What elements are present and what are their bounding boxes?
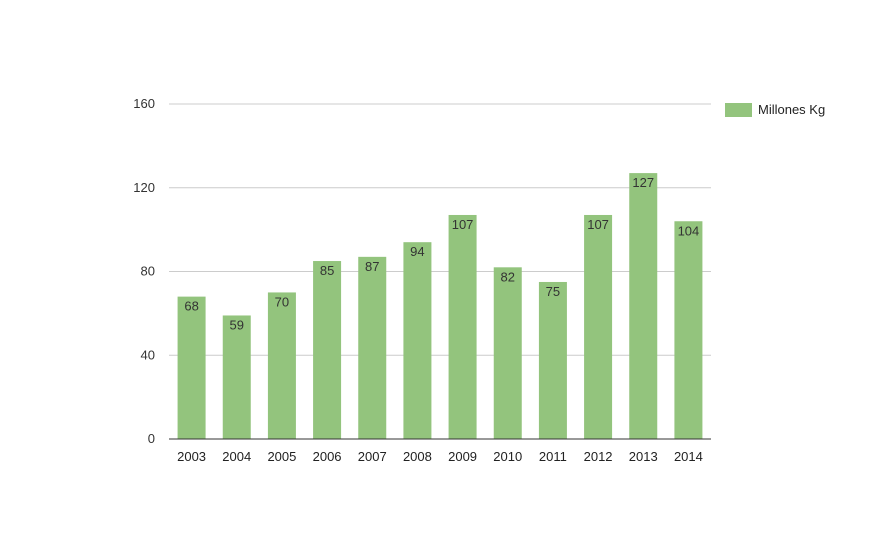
data-label: 70 bbox=[275, 294, 289, 309]
y-tick-label: 0 bbox=[148, 431, 155, 446]
bar bbox=[177, 296, 206, 439]
bar bbox=[222, 315, 251, 439]
bar bbox=[493, 267, 522, 439]
y-tick-label: 80 bbox=[141, 264, 155, 279]
x-tick-label: 2006 bbox=[313, 449, 342, 464]
x-tick-label: 2004 bbox=[222, 449, 251, 464]
data-labels: 68 59 70 85 87 94 107 82 75 107 127 104 bbox=[184, 175, 699, 332]
bar bbox=[629, 173, 658, 439]
x-tick-label: 2011 bbox=[539, 449, 567, 464]
bars bbox=[177, 173, 703, 439]
data-label: 87 bbox=[365, 259, 379, 274]
bar bbox=[313, 261, 342, 439]
data-label: 75 bbox=[546, 284, 560, 299]
bar bbox=[538, 281, 567, 439]
x-tick-label: 2005 bbox=[267, 449, 296, 464]
bar bbox=[358, 256, 387, 439]
y-axis-ticks: 0 40 80 120 160 bbox=[133, 96, 155, 446]
data-label: 68 bbox=[184, 299, 198, 314]
bar bbox=[267, 292, 296, 439]
x-axis-ticks: 2003 2004 2005 2006 2007 2008 2009 2010 2011 2012… bbox=[177, 449, 703, 464]
data-label: 107 bbox=[452, 217, 474, 232]
x-tick-label: 2008 bbox=[403, 449, 432, 464]
x-tick-label: 2007 bbox=[358, 449, 387, 464]
x-tick-label: 2009 bbox=[448, 449, 477, 464]
data-label: 59 bbox=[230, 317, 244, 332]
data-label: 107 bbox=[587, 217, 609, 232]
bar bbox=[584, 214, 613, 439]
gridlines bbox=[169, 103, 711, 356]
data-label: 104 bbox=[678, 223, 700, 238]
legend-swatch bbox=[725, 102, 752, 117]
bar bbox=[448, 214, 477, 439]
legend: Millones Kg bbox=[725, 102, 825, 117]
legend-label: Millones Kg bbox=[758, 102, 826, 117]
data-label: 85 bbox=[320, 263, 334, 278]
x-tick-label: 2012 bbox=[584, 449, 613, 464]
bar bbox=[674, 221, 703, 439]
data-label: 94 bbox=[410, 244, 424, 259]
data-label: 82 bbox=[501, 269, 515, 284]
bar bbox=[403, 242, 432, 439]
x-tick-label: 2003 bbox=[177, 449, 206, 464]
x-tick-label: 2013 bbox=[629, 449, 658, 464]
y-tick-label: 160 bbox=[133, 96, 155, 111]
y-tick-label: 40 bbox=[141, 347, 155, 362]
x-tick-label: 2010 bbox=[493, 449, 522, 464]
data-label: 127 bbox=[632, 175, 654, 190]
y-tick-label: 120 bbox=[133, 180, 155, 195]
x-tick-label: 2014 bbox=[674, 449, 703, 464]
